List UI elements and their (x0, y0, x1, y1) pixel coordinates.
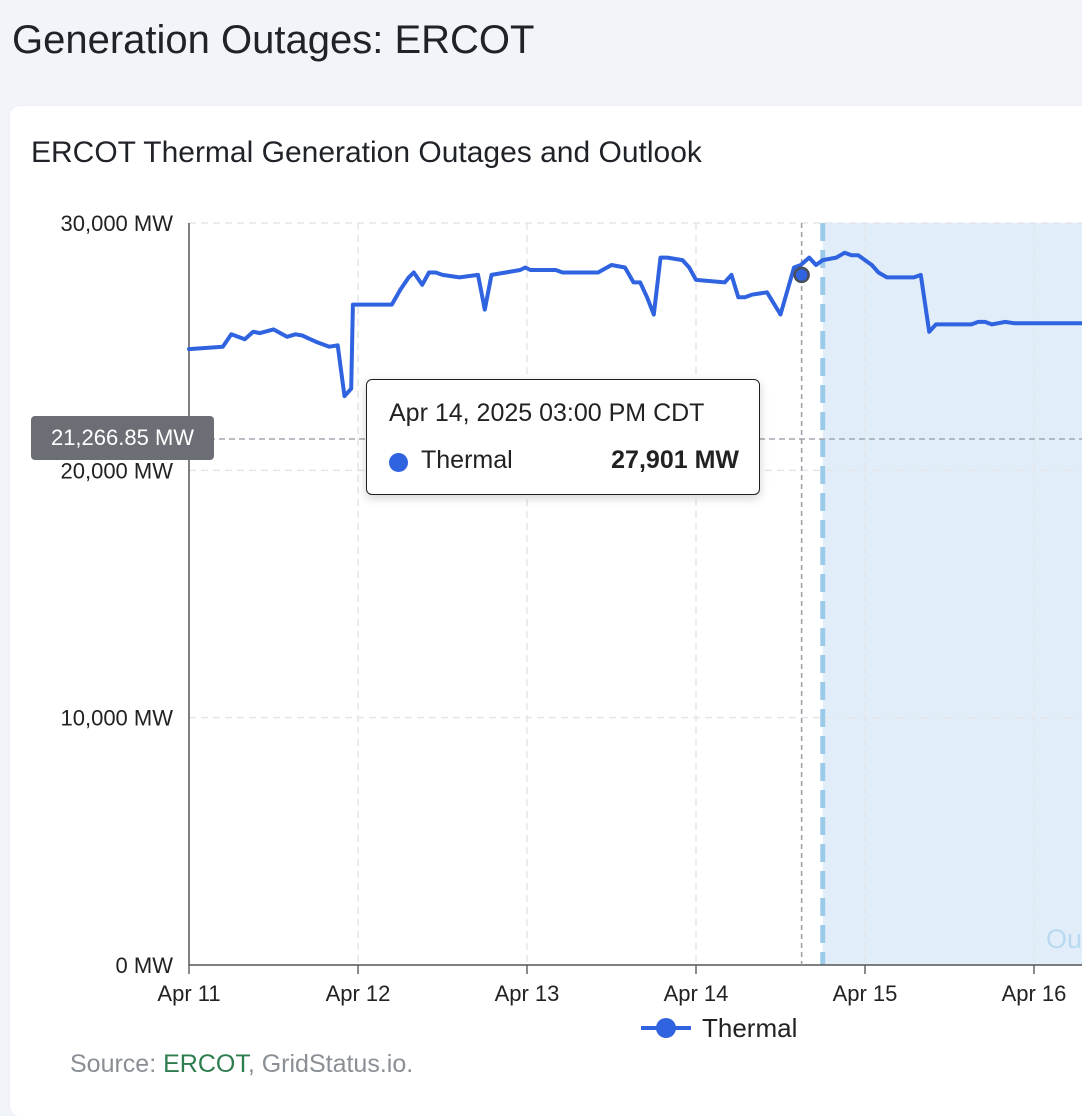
crosshair-value-label: 21,266.85 MW (31, 416, 214, 460)
tooltip-value: 27,901 MW (611, 446, 739, 474)
source-note: Source: ERCOT, GridStatus.io. (70, 1050, 413, 1079)
tooltip-time: Apr 14, 2025 03:00 PM CDT (389, 399, 705, 427)
chart-svg: Ou 0 MW 10,000 MW 20,000 MW 30,000 MW Apr 11… (61, 211, 1082, 1043)
highlight-point (793, 266, 810, 284)
tooltip-series-marker (389, 453, 408, 472)
tooltip-series-name: Thermal (421, 446, 513, 474)
y-tick-label: 20,000 MW (61, 458, 174, 483)
source-link-ercot[interactable]: ERCOT (163, 1050, 248, 1078)
chart-title: ERCOT Thermal Generation Outages and Out… (31, 136, 702, 169)
x-tick-label: Apr 13 (495, 981, 560, 1006)
series-line-thermal (187, 250, 1082, 399)
chart-card: ERCOT Thermal Generation Outages and Out… (10, 106, 1082, 1116)
x-tick-label: Apr 11 (157, 981, 220, 1006)
outlook-region (822, 223, 1082, 965)
y-tick-label: 10,000 MW (61, 706, 174, 731)
outlook-label: Ou (1046, 924, 1082, 954)
page-title: Generation Outages: ERCOT (12, 18, 535, 62)
x-tick-label: Apr 14 (664, 981, 729, 1006)
y-tick-label: 30,000 MW (61, 211, 174, 236)
legend-label: Thermal (702, 1013, 797, 1043)
legend-marker (656, 1018, 676, 1038)
x-tick-label: Apr 16 (1002, 981, 1067, 1006)
chart-tooltip: Apr 14, 2025 03:00 PM CDT Thermal 27,901… (366, 379, 760, 495)
y-tick-label: 0 MW (116, 953, 174, 978)
source-suffix: , GridStatus.io. (247, 1050, 414, 1078)
source-prefix: Source: (70, 1050, 164, 1078)
x-tick-label: Apr 15 (833, 981, 898, 1006)
x-tick-label: Apr 12 (326, 981, 391, 1006)
